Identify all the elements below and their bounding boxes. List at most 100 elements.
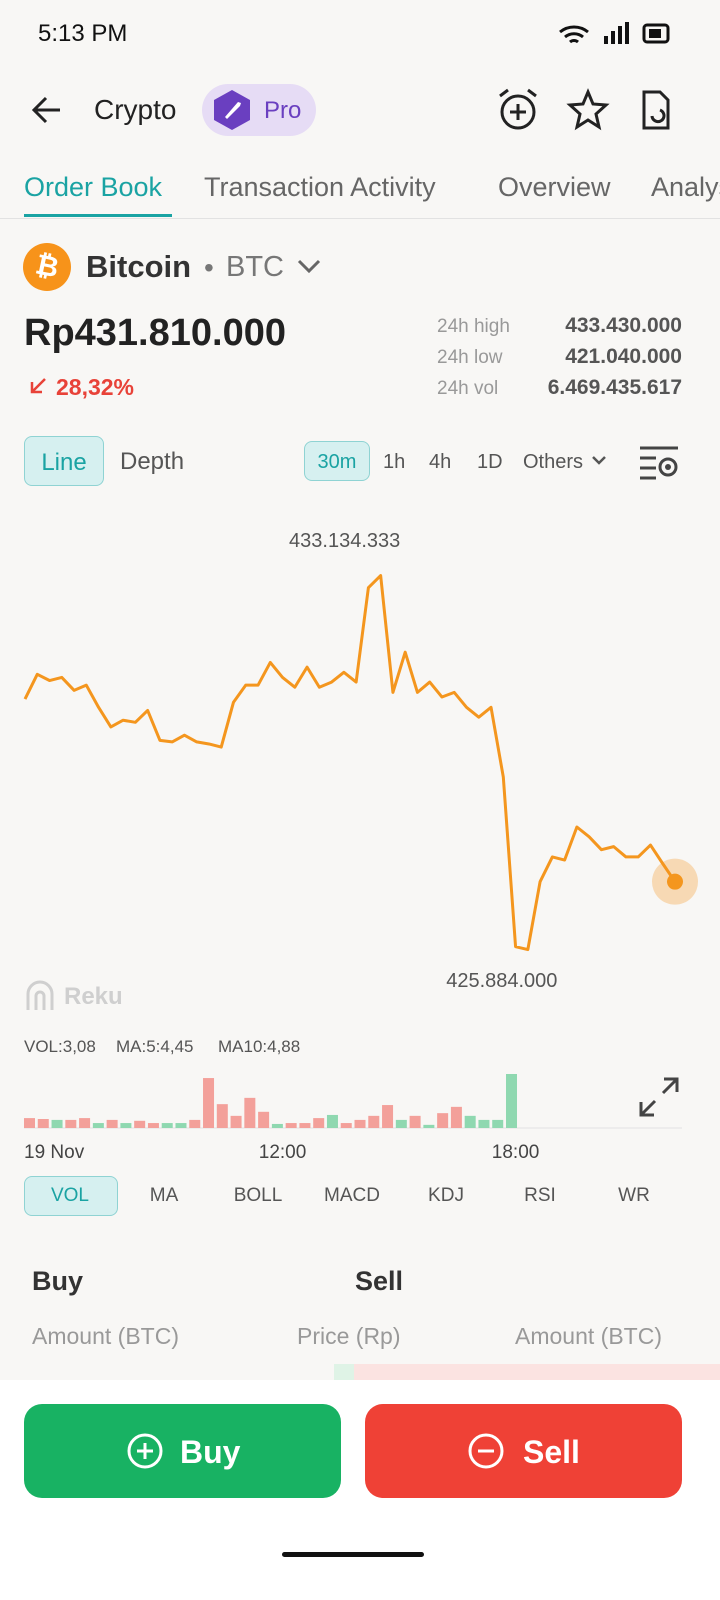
stat-label: 24h low — [437, 347, 503, 368]
x-tick-label: 19 Nov — [24, 1142, 85, 1163]
mode-label: Line — [41, 449, 87, 476]
pro-icon — [214, 90, 250, 130]
volume-bar — [244, 1097, 256, 1128]
tab[interactable]: Order Book — [24, 172, 163, 202]
indicator-tab[interactable]: BOLL — [233, 1185, 283, 1206]
indicator-value: MA:5:4,45 — [116, 1037, 194, 1056]
volume-bar — [147, 1123, 159, 1128]
pro-badge[interactable]: Pro — [202, 84, 316, 136]
indicator-tab[interactable]: WR — [618, 1185, 650, 1206]
volume-bar — [340, 1123, 352, 1128]
depth-bar — [354, 1364, 720, 1384]
column-header: Amount (BTC) — [32, 1323, 179, 1349]
tab-indicator — [24, 214, 172, 217]
volume-bar — [326, 1114, 338, 1128]
volume-bar — [258, 1111, 270, 1128]
price-chart: 433.134.333 425.884.000 19 Nov 12:00 18:00 — [23, 530, 698, 1163]
volume-bar — [382, 1105, 394, 1128]
indicator-value: VOL:3,08 — [24, 1037, 96, 1056]
coin-name: Bitcoin — [86, 249, 192, 284]
volume-bar — [464, 1115, 476, 1128]
price-change: 28,32% — [56, 374, 135, 400]
volume-bar — [24, 1118, 35, 1128]
interval-button[interactable]: 4h — [429, 451, 452, 473]
column-header: Amount (BTC) — [515, 1323, 662, 1349]
indicator-tab[interactable]: VOL — [50, 1185, 90, 1206]
volume-bar — [299, 1123, 311, 1128]
volume-bar — [106, 1119, 118, 1128]
home-indicator — [282, 1552, 424, 1557]
depth-bar — [334, 1364, 354, 1384]
volume-bar — [37, 1119, 49, 1128]
volume-bar — [423, 1124, 435, 1128]
volume-bar — [395, 1119, 407, 1128]
status-icons — [559, 22, 670, 44]
volume-bar — [216, 1104, 228, 1128]
volume-bar — [51, 1119, 63, 1128]
volume-bar — [409, 1115, 421, 1128]
sell-header: Sell — [355, 1266, 404, 1296]
x-tick-label: 12:00 — [259, 1142, 307, 1163]
sell-icon — [468, 1433, 504, 1469]
volume-bar — [285, 1123, 297, 1128]
sell-button[interactable]: Sell — [365, 1404, 682, 1498]
volume-bar — [506, 1074, 517, 1128]
high-label: 433.134.333 — [289, 530, 400, 552]
price: Rp431.810.000 — [24, 312, 286, 354]
volume-bar — [230, 1115, 242, 1128]
volume-bar — [134, 1120, 146, 1128]
volume-bar — [65, 1119, 77, 1128]
chart-settings[interactable] — [638, 444, 680, 480]
indicator-tab[interactable]: KDJ — [428, 1185, 464, 1206]
volume-bar — [175, 1123, 187, 1128]
interval-label: 30m — [317, 451, 357, 473]
mode-button[interactable]: Line — [24, 436, 104, 486]
volume-bar — [492, 1119, 504, 1128]
change-arrow — [30, 378, 46, 394]
back-button[interactable] — [28, 92, 64, 128]
buy-button[interactable]: Buy — [24, 1404, 341, 1498]
volume-bar — [313, 1118, 325, 1128]
stat-value: 421.040.000 — [565, 345, 682, 368]
expand-button[interactable] — [638, 1076, 680, 1118]
interval-button[interactable]: Others — [523, 451, 584, 473]
interval-button[interactable]: 1D — [477, 451, 503, 473]
coin-icon: ₿ — [23, 243, 71, 291]
interval-button[interactable]: 1h — [383, 451, 406, 473]
indicator-tab[interactable]: MACD — [324, 1185, 380, 1206]
buy-header: Buy — [32, 1266, 84, 1296]
tab[interactable]: Overview — [498, 172, 611, 202]
status-time: 5:13 PM — [38, 20, 128, 47]
indicator-tab[interactable]: RSI — [524, 1185, 556, 1206]
volume-bar — [79, 1118, 91, 1128]
volume-bar — [271, 1123, 283, 1128]
interval-button[interactable]: 30m — [304, 441, 370, 481]
stat-label: 24h high — [437, 316, 510, 337]
volume-bar — [437, 1113, 449, 1128]
header-actions[interactable] — [494, 86, 684, 134]
coin-symbol[interactable]: BTC — [226, 251, 284, 283]
watermark-logo — [26, 980, 54, 1010]
coin-dropdown[interactable] — [296, 256, 322, 276]
pro-label: Pro — [264, 97, 302, 124]
watermark: Reku — [64, 983, 123, 1010]
sell-label: Sell — [523, 1434, 580, 1470]
last-point — [667, 873, 683, 890]
stat-value: 6.469.435.617 — [547, 376, 682, 399]
tab-bar: Order Book Transaction Activity Overview… — [0, 160, 720, 219]
indicator-value: MA10:4,88 — [218, 1037, 301, 1056]
tab[interactable]: Transaction Activity — [204, 172, 436, 202]
volume-bar — [354, 1119, 366, 1128]
bottom-bar: Buy Sell — [0, 1380, 720, 1600]
indicator-tab[interactable]: MA — [149, 1185, 179, 1206]
column-header: Price (Rp) — [297, 1323, 401, 1349]
tab[interactable]: Analysis — [651, 172, 720, 202]
buy-icon — [127, 1433, 163, 1469]
page-title: Crypto — [94, 94, 177, 125]
mode-button[interactable]: Depth — [120, 448, 185, 475]
stat-value: 433.430.000 — [565, 314, 682, 337]
volume-bar — [120, 1123, 132, 1128]
price-line — [23, 574, 677, 952]
volume-bar — [478, 1119, 490, 1128]
